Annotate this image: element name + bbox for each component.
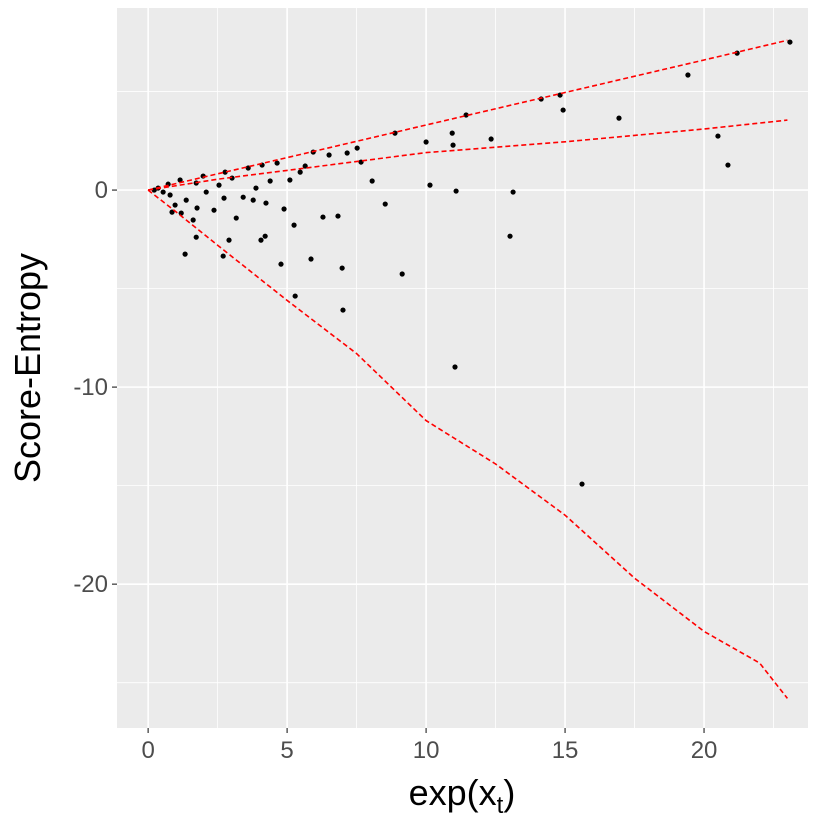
- point: [450, 142, 456, 148]
- x-tick-label: 5: [280, 737, 293, 764]
- point: [339, 265, 345, 271]
- point: [250, 197, 256, 203]
- point: [278, 261, 284, 267]
- point: [240, 194, 246, 200]
- point: [292, 293, 298, 299]
- point: [449, 130, 455, 136]
- y-axis-title: Score-Entropy: [7, 253, 48, 483]
- point: [267, 178, 273, 184]
- x-title-suffix: ): [503, 772, 515, 813]
- point: [488, 136, 494, 142]
- y-tick-label: 0: [95, 177, 108, 204]
- point: [274, 160, 280, 166]
- point: [220, 253, 226, 259]
- x-tick-label: 0: [141, 737, 154, 764]
- point: [399, 271, 405, 277]
- point: [182, 251, 188, 257]
- point: [167, 192, 173, 198]
- point: [463, 112, 469, 118]
- point: [281, 206, 287, 212]
- point: [177, 177, 183, 183]
- point: [194, 205, 200, 211]
- point: [193, 234, 199, 240]
- point: [203, 189, 209, 195]
- point: [233, 215, 239, 221]
- y-tick-label: -20: [73, 571, 108, 598]
- point: [340, 307, 346, 313]
- point: [685, 72, 691, 78]
- point: [507, 233, 513, 239]
- x-title-main: exp(x: [409, 772, 497, 813]
- y-tick-label: -10: [73, 374, 108, 401]
- point: [320, 214, 326, 220]
- point: [326, 152, 332, 158]
- point: [787, 39, 793, 45]
- point: [335, 213, 341, 219]
- point: [344, 150, 350, 156]
- point: [262, 233, 268, 239]
- point: [211, 207, 217, 213]
- point: [160, 189, 166, 195]
- point: [297, 169, 303, 175]
- point: [258, 237, 264, 243]
- fit-line: [147, 119, 788, 191]
- point: [287, 177, 293, 183]
- point: [169, 209, 175, 215]
- x-tick-label: 10: [413, 737, 440, 764]
- point: [427, 182, 433, 188]
- fit-line: [147, 39, 788, 191]
- x-tick-label: 20: [691, 737, 718, 764]
- point: [253, 185, 259, 191]
- point: [172, 202, 178, 208]
- point: [452, 364, 458, 370]
- point: [616, 115, 622, 121]
- point: [453, 188, 459, 194]
- x-tick-label: 15: [552, 737, 579, 764]
- point: [221, 195, 227, 201]
- point: [190, 217, 196, 223]
- x-axis-title: exp(xt): [409, 772, 516, 819]
- point: [226, 237, 232, 243]
- x-title-subscript: t: [497, 792, 504, 819]
- point: [725, 162, 731, 168]
- point: [369, 178, 375, 184]
- point: [560, 107, 566, 113]
- panel: [117, 8, 808, 728]
- point: [222, 169, 228, 175]
- point: [715, 133, 721, 139]
- point: [579, 481, 585, 487]
- point: [423, 139, 429, 145]
- point: [354, 145, 360, 151]
- point: [291, 222, 297, 228]
- point: [382, 201, 388, 207]
- point: [183, 197, 189, 203]
- point: [216, 182, 222, 188]
- point: [308, 256, 314, 262]
- point: [263, 200, 269, 206]
- point: [510, 189, 516, 195]
- fit-line: [147, 189, 789, 699]
